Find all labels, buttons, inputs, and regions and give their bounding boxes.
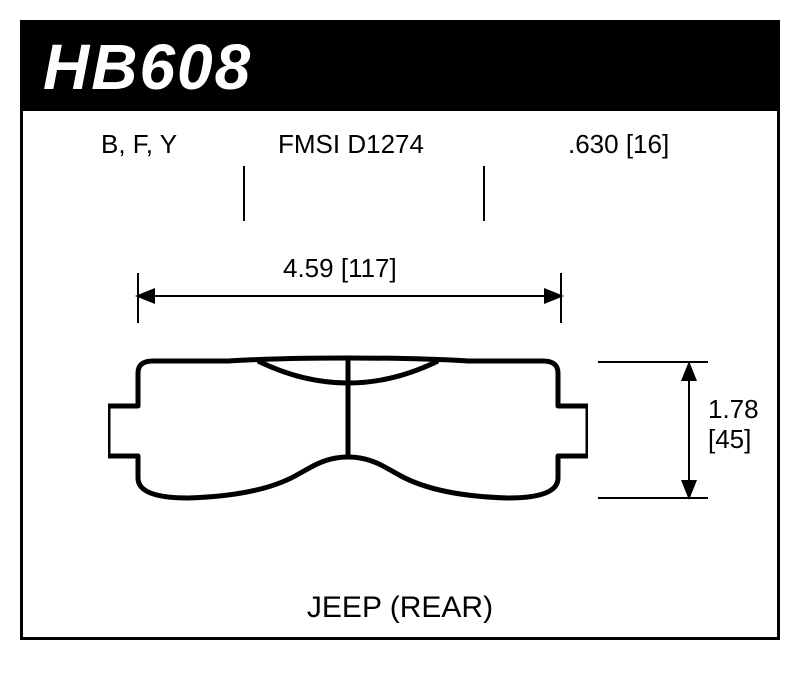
height-inches: 1.78 — [708, 394, 759, 424]
compounds-label: B, F, Y — [101, 129, 177, 160]
width-inches: 4.59 — [283, 253, 334, 283]
diagram-frame: HB608 B, F, Y FMSI D1274 .630 [16] 4.59 … — [20, 20, 780, 640]
application-label: JEEP (REAR) — [23, 591, 777, 625]
thickness-label: .630 [16] — [568, 129, 669, 160]
height-arrow-bottom — [681, 480, 697, 500]
width-dimension-line — [137, 295, 562, 297]
height-dimension-label: 1.78 [45] — [708, 395, 759, 455]
part-number: HB608 — [43, 30, 252, 104]
width-mm: [117] — [341, 253, 397, 283]
height-mm: [45] — [708, 424, 751, 454]
spec-row: B, F, Y FMSI D1274 .630 [16] — [23, 111, 777, 171]
height-dimension-line — [688, 363, 690, 496]
header-bar: HB608 — [23, 23, 777, 111]
brake-pad-outline — [108, 328, 588, 533]
width-dimension-label: 4.59 [117] — [283, 253, 397, 284]
diagram-area: 4.59 [117] 1.78 [45] JEEP (REAR) — [23, 173, 777, 643]
width-arrow-right — [544, 288, 564, 304]
fmsi-label: FMSI D1274 — [278, 129, 424, 160]
